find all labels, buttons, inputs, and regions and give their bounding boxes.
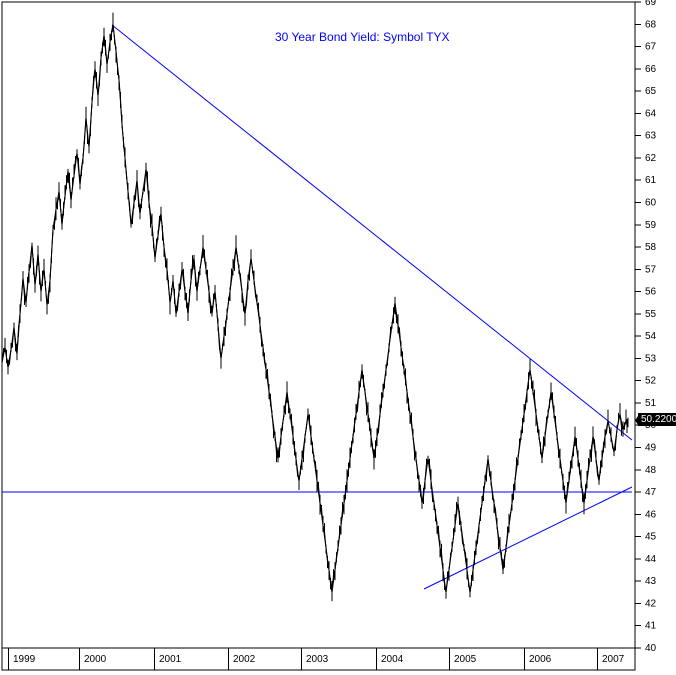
svg-text:2007: 2007 xyxy=(602,654,625,665)
svg-text:58: 58 xyxy=(645,242,657,253)
svg-text:52: 52 xyxy=(645,376,657,387)
svg-text:2001: 2001 xyxy=(159,654,182,665)
svg-text:46: 46 xyxy=(645,509,657,520)
svg-text:43: 43 xyxy=(645,576,657,587)
chart-svg: 4041424344454647484950515253545556575859… xyxy=(0,0,676,675)
svg-text:65: 65 xyxy=(645,86,657,97)
svg-text:2003: 2003 xyxy=(306,654,329,665)
svg-text:55: 55 xyxy=(645,309,657,320)
svg-text:49: 49 xyxy=(645,443,657,454)
svg-text:69: 69 xyxy=(645,0,657,8)
svg-text:47: 47 xyxy=(645,487,657,498)
svg-text:53: 53 xyxy=(645,353,657,364)
svg-text:64: 64 xyxy=(645,108,657,119)
svg-text:48: 48 xyxy=(645,465,657,476)
svg-text:2005: 2005 xyxy=(454,654,477,665)
svg-text:45: 45 xyxy=(645,532,657,543)
svg-text:60: 60 xyxy=(645,197,657,208)
svg-text:68: 68 xyxy=(645,19,657,30)
svg-text:44: 44 xyxy=(645,554,657,565)
svg-text:57: 57 xyxy=(645,264,657,275)
svg-text:1999: 1999 xyxy=(13,654,36,665)
svg-text:63: 63 xyxy=(645,131,657,142)
svg-text:40: 40 xyxy=(645,643,657,654)
svg-text:51: 51 xyxy=(645,398,657,409)
svg-text:54: 54 xyxy=(645,331,657,342)
svg-text:61: 61 xyxy=(645,175,657,186)
svg-text:42: 42 xyxy=(645,598,657,609)
svg-text:59: 59 xyxy=(645,220,657,231)
svg-text:2000: 2000 xyxy=(84,654,107,665)
svg-text:2002: 2002 xyxy=(233,654,256,665)
chart-container: 4041424344454647484950515253545556575859… xyxy=(0,0,676,675)
last-price-tag: 50.2200 xyxy=(638,413,676,426)
svg-text:41: 41 xyxy=(645,621,657,632)
svg-text:2004: 2004 xyxy=(381,654,404,665)
svg-text:56: 56 xyxy=(645,287,657,298)
svg-text:2006: 2006 xyxy=(529,654,552,665)
svg-text:62: 62 xyxy=(645,153,657,164)
svg-text:66: 66 xyxy=(645,64,657,75)
chart-title: 30 Year Bond Yield: Symbol TYX xyxy=(275,30,450,44)
svg-text:67: 67 xyxy=(645,42,657,53)
